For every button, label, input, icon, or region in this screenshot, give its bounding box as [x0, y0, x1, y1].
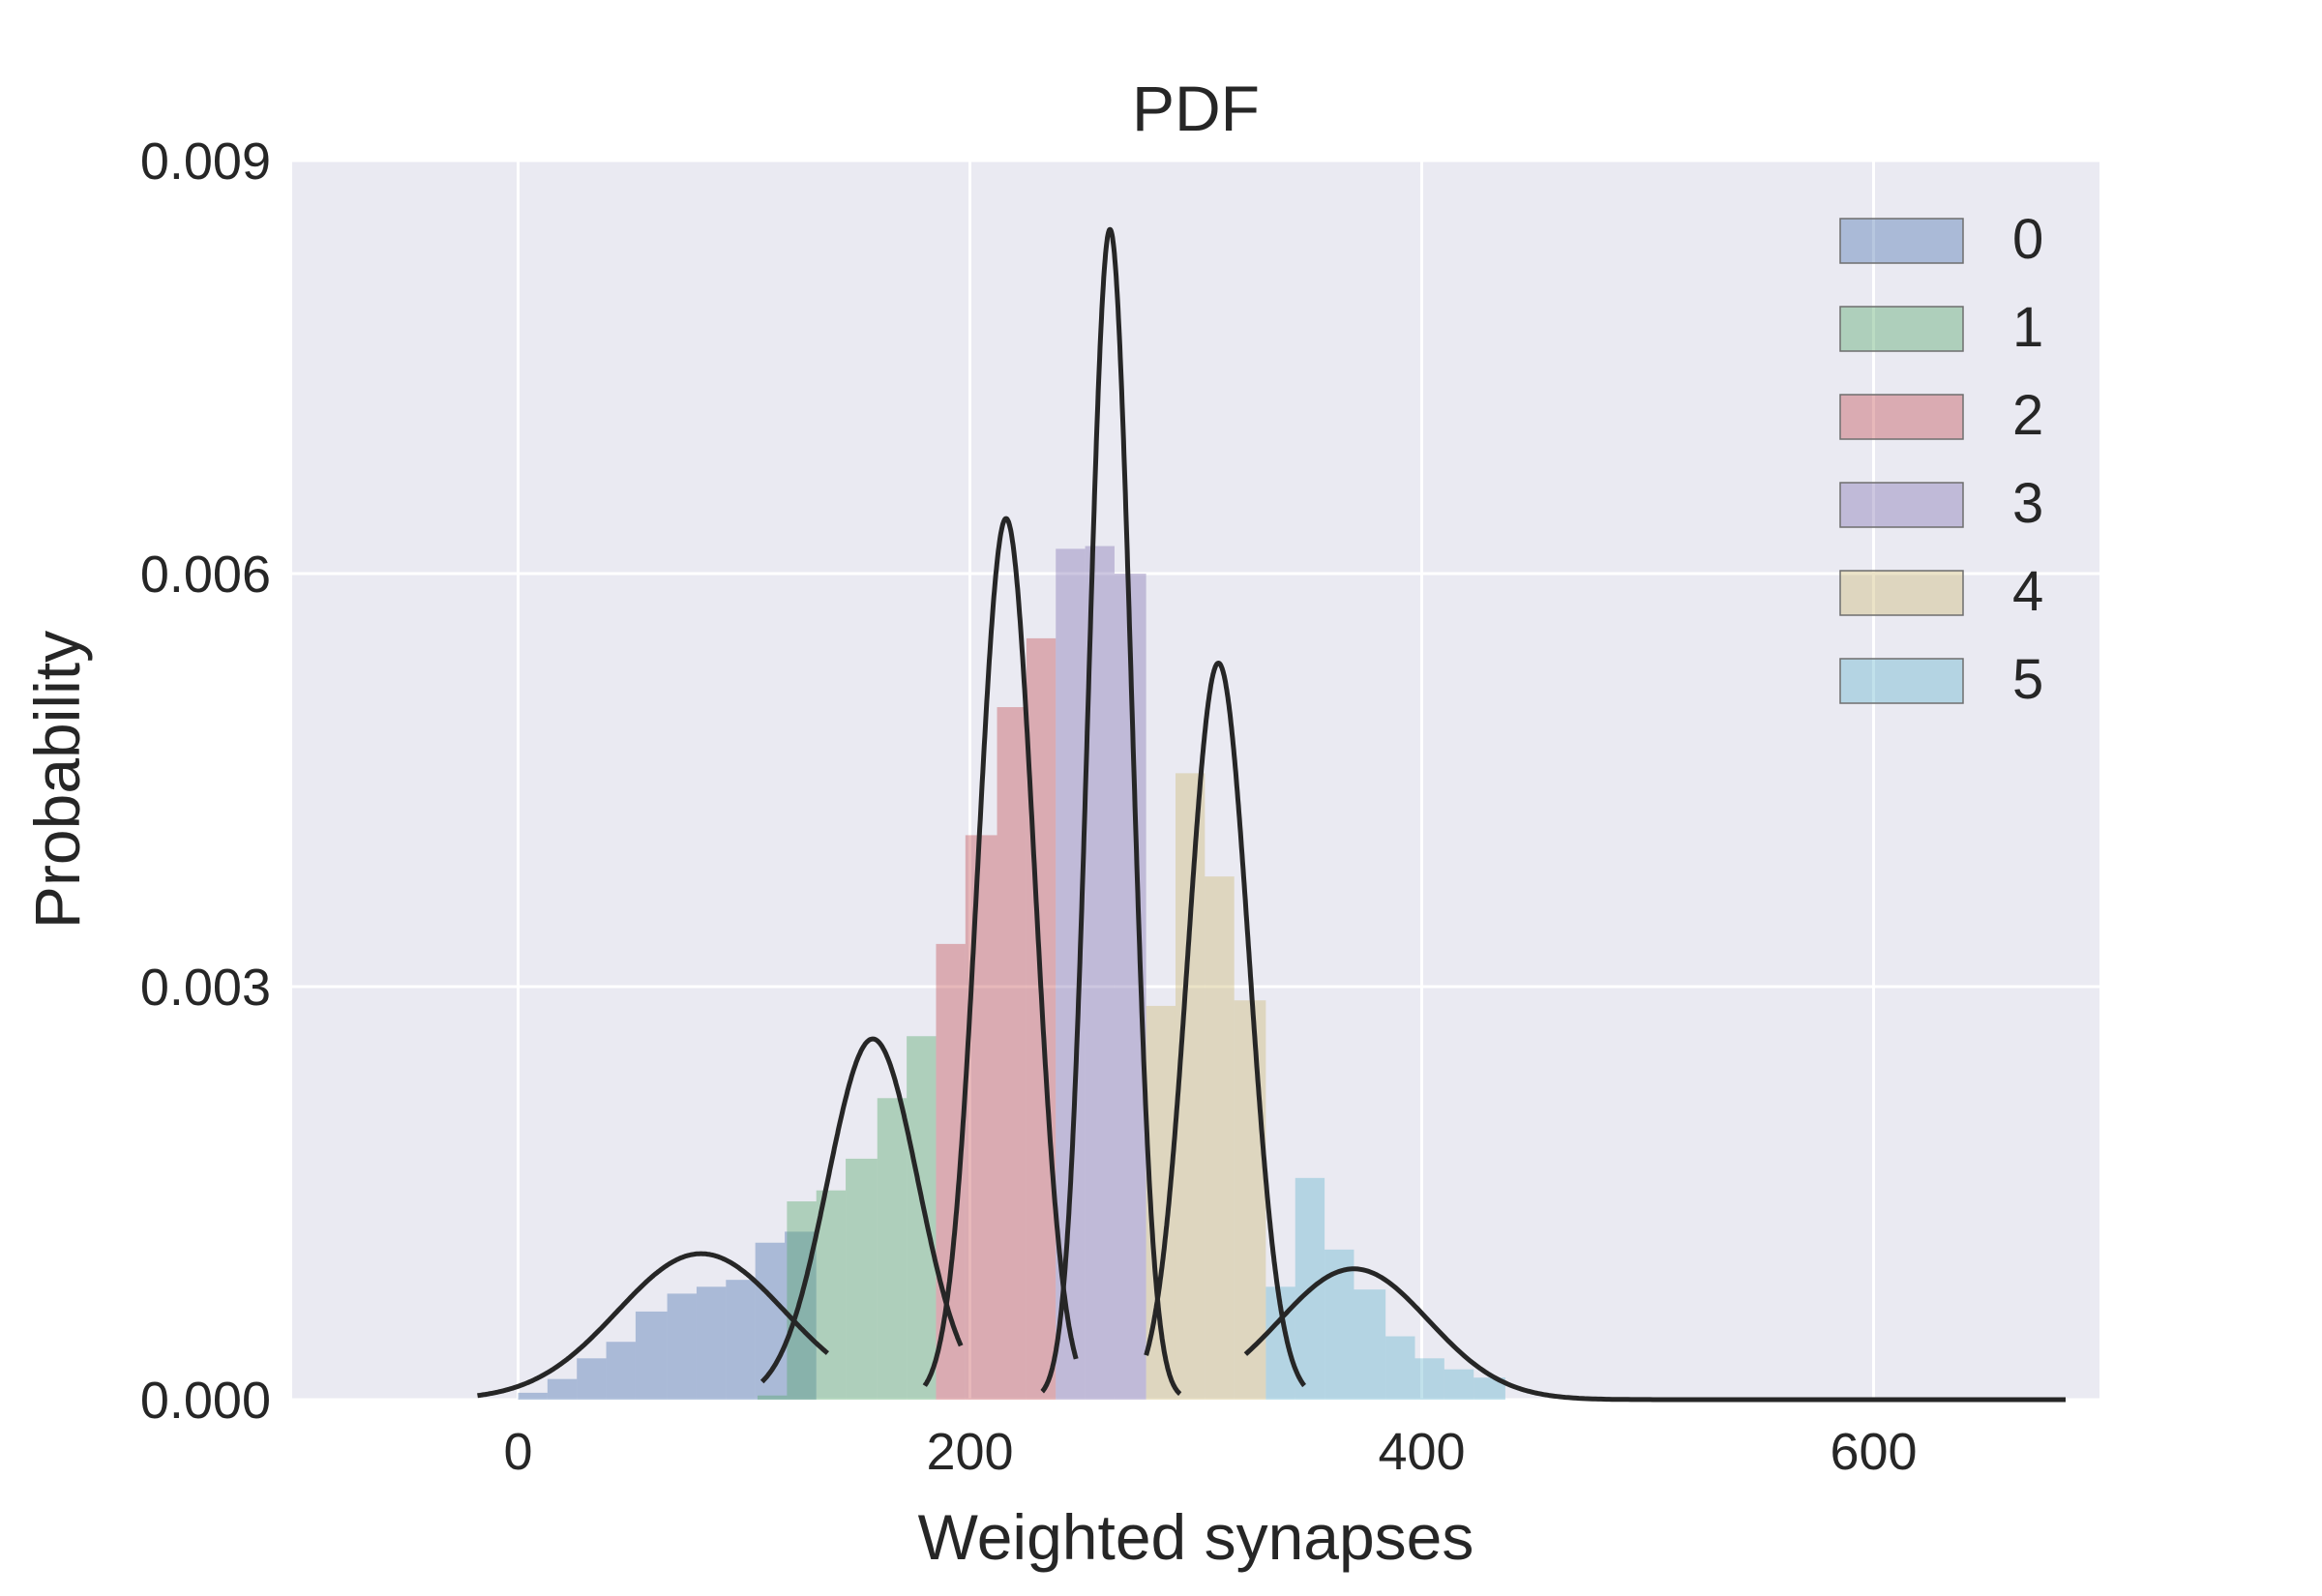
bar-series-1 [816, 1190, 847, 1400]
fit-curve-series-4 [1144, 661, 1306, 1388]
x-tick-label: 0 [503, 1423, 532, 1481]
bar-series-0 [606, 1342, 636, 1400]
bar-series-0 [696, 1286, 727, 1400]
y-tick-label: 0.006 [140, 546, 271, 604]
legend-label: 4 [2012, 560, 2043, 623]
bar-series-5 [1444, 1369, 1474, 1400]
x-tick-label: 200 [926, 1423, 1013, 1481]
x-axis-label: Weighted synapses [918, 1501, 1474, 1573]
x-tick-label: 400 [1378, 1423, 1465, 1481]
y-tick-label: 0.009 [140, 133, 271, 191]
bar-series-5 [1474, 1377, 1505, 1400]
legend-item-3: 3 [1839, 472, 2043, 535]
fit-curve-series-1 [759, 1036, 964, 1384]
bar-series-0 [667, 1293, 697, 1400]
legend-label: 5 [2012, 648, 2043, 711]
bar-series-4 [1205, 876, 1235, 1400]
fit-curve-series-2 [922, 516, 1079, 1388]
legend-label: 3 [2012, 472, 2043, 535]
bar-series-0 [547, 1378, 578, 1400]
grid-lines [292, 159, 2099, 1402]
chart-title: PDF [1132, 73, 1260, 144]
legend-item-4: 4 [1839, 560, 2043, 623]
y-tick-label: 0.000 [140, 1372, 271, 1430]
bar-series-2 [997, 707, 1027, 1400]
bar-series-0 [635, 1311, 668, 1400]
legend-item-0: 0 [1839, 208, 2043, 271]
legend-item-5: 5 [1839, 648, 2043, 711]
legend-swatch [1839, 218, 1964, 264]
legend-swatch [1839, 306, 1964, 352]
bar-series-5 [1414, 1358, 1444, 1400]
fit-curve-series-0 [476, 1251, 830, 1399]
legend-swatch [1839, 482, 1964, 528]
bar-series-0 [726, 1280, 756, 1400]
legend-label: 1 [2012, 296, 2043, 359]
legend-item-2: 2 [1839, 384, 2043, 447]
x-tick-label: 600 [1830, 1423, 1917, 1481]
bar-series-0 [577, 1358, 607, 1400]
fit-curve-series-5 [1243, 1266, 2066, 1403]
bar-series-1 [877, 1098, 908, 1400]
bar-series-5 [1385, 1336, 1415, 1400]
bar-series-1 [907, 1036, 937, 1400]
legend-swatch [1839, 658, 1964, 704]
bar-series-4 [1234, 1000, 1266, 1400]
legend-label: 2 [2012, 384, 2043, 447]
bar-series-5 [1354, 1289, 1386, 1400]
y-axis-label: Probability [21, 631, 93, 929]
tick-labels: 0 200 400 600 0.000 0.003 0.006 0.009 [140, 133, 1918, 1481]
legend-swatch [1839, 394, 1964, 440]
legend-item-1: 1 [1839, 296, 2043, 359]
bar-series-1 [846, 1158, 878, 1400]
y-tick-label: 0.003 [140, 959, 271, 1017]
fit-curves [476, 226, 2066, 1403]
legend-label: 0 [2012, 208, 2043, 271]
bar-series-2 [965, 835, 997, 1400]
legend: 0 1 2 3 4 5 [1839, 208, 2043, 711]
plot-background [292, 161, 2099, 1400]
bar-series-0 [518, 1392, 548, 1400]
bar-series-1 [758, 1395, 788, 1400]
legend-swatch [1839, 570, 1964, 616]
